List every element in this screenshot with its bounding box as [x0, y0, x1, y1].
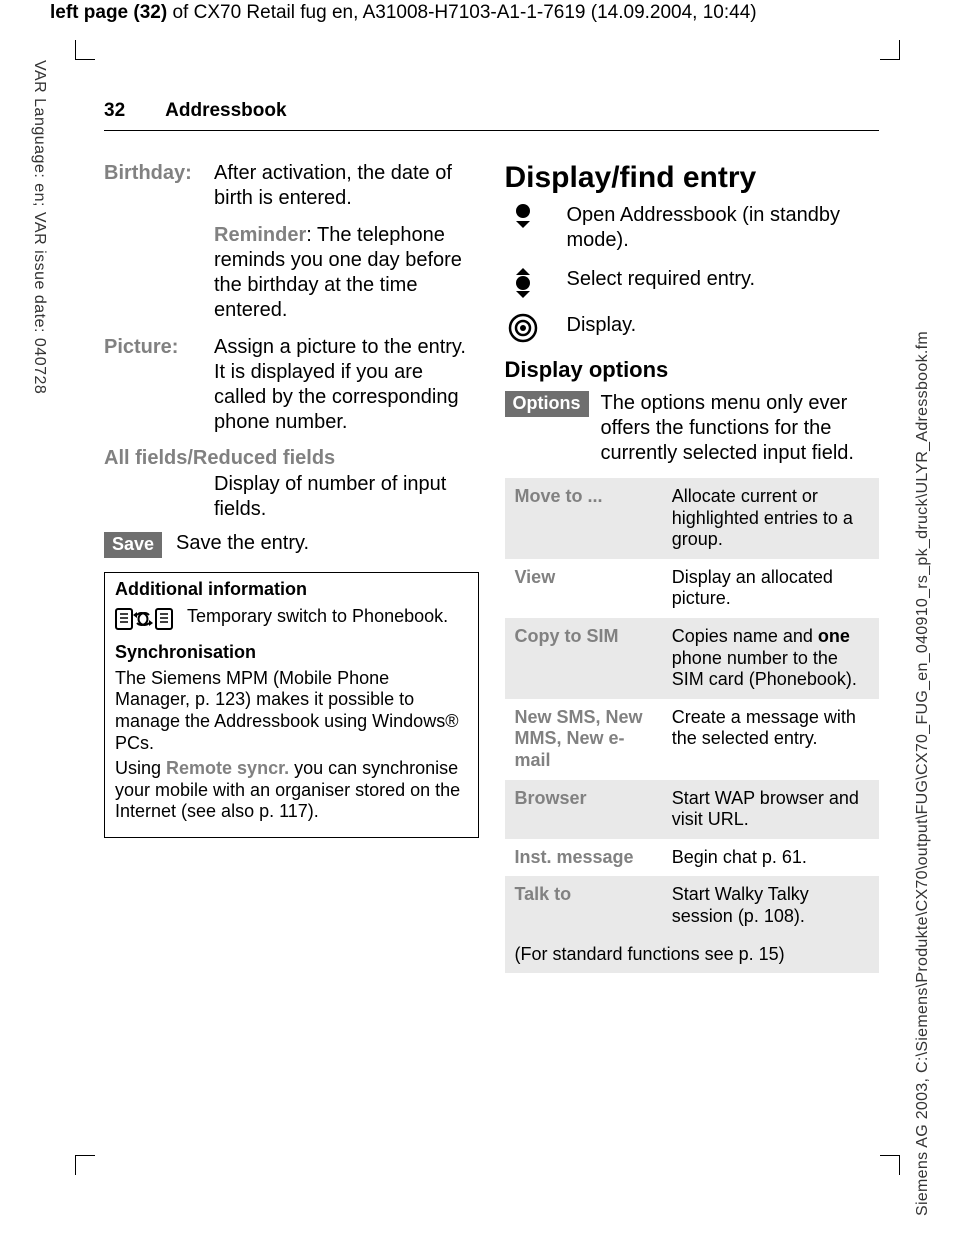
step-display: Display.	[505, 313, 880, 343]
crop-mark	[880, 40, 900, 60]
nav-updown-icon	[505, 267, 541, 299]
opt-val: Start WAP browser and visit URL.	[662, 780, 879, 839]
opt-val: Copies name and one phone number to the …	[662, 618, 879, 699]
definition: Reminder: The telephone reminds you one …	[214, 223, 479, 323]
term	[104, 223, 204, 323]
left-column: Birthday: After activation, the date of …	[104, 161, 479, 973]
step-open: Open Addressbook (in standby mode).	[505, 203, 880, 253]
heading-display-options: Display options	[505, 357, 880, 383]
reminder-label: Reminder	[214, 224, 306, 246]
footer-text: (For standard functions see p. 15)	[505, 936, 880, 974]
options-table: Move to ... Allocate current or highligh…	[505, 478, 880, 973]
sync-p2-pre: Using	[115, 758, 166, 778]
crop-mark	[75, 1155, 95, 1175]
table-row: Copy to SIM Copies name and one phone nu…	[505, 618, 880, 699]
info-title: Additional information	[115, 579, 468, 601]
running-head: 32 Addressbook	[104, 100, 879, 126]
page-header: left page (32) of CX70 Retail fug en, A3…	[50, 2, 757, 24]
def-row-birthday: Birthday: After activation, the date of …	[104, 161, 479, 211]
save-row: Save Save the entry.	[104, 532, 479, 558]
heading-display-find: Display/find entry	[505, 161, 880, 195]
right-column: Display/find entry Open Addressbook (in …	[505, 161, 880, 973]
definition: Assign a picture to the entry. It is dis…	[214, 335, 479, 435]
side-text-left: VAR Language: en; VAR issue date: 040728	[30, 60, 48, 394]
allfields-def: Display of number of input fields.	[214, 472, 479, 522]
opt-key: Inst. message	[505, 839, 662, 877]
phonebook-switch-icon	[115, 606, 173, 632]
opt-val: Start Walky Talky session (p. 108).	[662, 876, 879, 935]
page-body: 32 Addressbook Birthday: After activatio…	[104, 100, 879, 973]
step-text: Select required entry.	[567, 267, 756, 292]
opt-key: New SMS, New MMS, New e-mail	[505, 699, 662, 780]
step-text: Open Addressbook (in standby mode).	[567, 203, 880, 253]
definition: After activation, the date of birth is e…	[214, 161, 479, 211]
options-row: Options The options menu only ever offer…	[505, 391, 880, 466]
term: Birthday:	[104, 161, 204, 211]
step-select: Select required entry.	[505, 267, 880, 299]
sync-p2: Using Remote syncr. you can synchronise …	[115, 758, 468, 823]
table-row: View Display an allocated picture.	[505, 559, 880, 618]
def-row-picture: Picture: Assign a picture to the entry. …	[104, 335, 479, 435]
opt-key: Talk to	[505, 876, 662, 935]
sync-p1: The Siemens MPM (Mobile Phone Manager, p…	[115, 668, 468, 754]
opt-val: Create a message with the selected entry…	[662, 699, 879, 780]
info-icon-text: Temporary switch to Phonebook.	[187, 606, 448, 628]
table-row: Move to ... Allocate current or highligh…	[505, 478, 880, 559]
save-def: Save the entry.	[176, 532, 309, 555]
table-row: Inst. message Begin chat p. 61.	[505, 839, 880, 877]
opt-val: Begin chat p. 61.	[662, 839, 879, 877]
v-pre: Copies name and	[672, 626, 818, 646]
section-title: Addressbook	[165, 100, 286, 122]
crop-mark	[75, 40, 95, 60]
info-icon-row: Temporary switch to Phonebook.	[115, 606, 468, 632]
page-number: 32	[104, 100, 125, 122]
header-rest: of CX70 Retail fug en, A31008-H7103-A1-1…	[167, 2, 756, 23]
table-row: Talk to Start Walky Talky session (p. 10…	[505, 876, 880, 935]
opt-key: View	[505, 559, 662, 618]
rule	[104, 130, 879, 131]
save-softkey: Save	[104, 532, 162, 558]
info-box: Additional information	[104, 572, 479, 838]
center-key-icon	[505, 313, 541, 343]
opt-key: Move to ...	[505, 478, 662, 559]
term: Picture:	[104, 335, 204, 435]
v-post: phone number to the SIM card (Phonebook)…	[672, 648, 857, 690]
options-text: The options menu only ever offers the fu…	[601, 391, 880, 466]
table-row: New SMS, New MMS, New e-mail Create a me…	[505, 699, 880, 780]
nav-down-icon	[505, 203, 541, 229]
opt-key: Browser	[505, 780, 662, 839]
table-footer: (For standard functions see p. 15)	[505, 936, 880, 974]
sync-title: Synchronisation	[115, 642, 468, 664]
options-softkey: Options	[505, 391, 589, 417]
table-row: Browser Start WAP browser and visit URL.	[505, 780, 880, 839]
header-bold: left page (32)	[50, 2, 167, 23]
def-row-reminder: Reminder: The telephone reminds you one …	[104, 223, 479, 323]
opt-val: Allocate current or highlighted entries …	[662, 478, 879, 559]
v-bold: one	[818, 626, 850, 646]
opt-val: Display an allocated picture.	[662, 559, 879, 618]
opt-key: Copy to SIM	[505, 618, 662, 699]
remote-syncr-label: Remote syncr.	[166, 758, 289, 778]
allfields-label: All fields/Reduced fields	[104, 447, 479, 470]
step-text: Display.	[567, 313, 637, 338]
side-text-right: Siemens AG 2003, C:\Siemens\Produkte\CX7…	[914, 331, 932, 1216]
crop-mark	[880, 1155, 900, 1175]
